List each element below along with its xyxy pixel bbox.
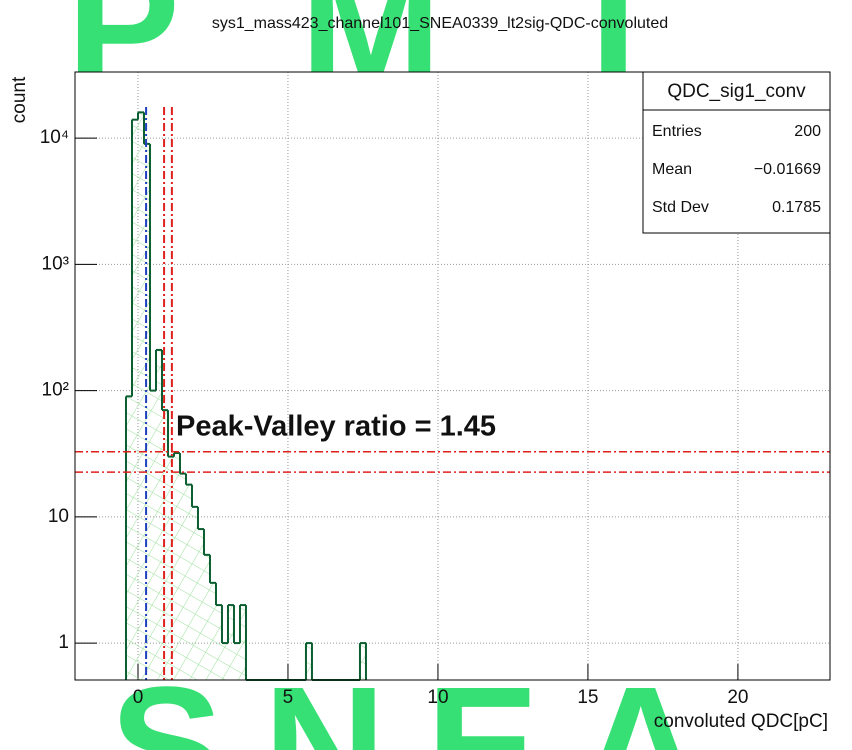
y-axis-label: count (9, 76, 30, 123)
stats-value: 0.1785 (772, 199, 821, 216)
x-tick-label: 0 (133, 687, 144, 708)
bar (137, 112, 144, 680)
bar (167, 456, 174, 680)
bar (149, 390, 156, 680)
stats-frame (642, 71, 831, 234)
y-tick-label: 10² (42, 380, 69, 401)
y-tick-label: 10³ (42, 253, 69, 274)
annotation: Peak-Valley ratio = 1.45 (176, 411, 496, 443)
chart-title: sys1_mass423_channel101_SNEA0339_lt2sig-… (212, 15, 668, 32)
bar (233, 643, 240, 680)
bar (197, 529, 204, 680)
bar (131, 119, 138, 680)
bar (305, 643, 312, 680)
bar (191, 506, 198, 680)
bar (185, 484, 192, 680)
stats-value: 200 (794, 123, 821, 140)
bar (227, 605, 234, 680)
stats-label: Std Dev (652, 199, 709, 216)
y-tick-label: 1 (58, 632, 69, 653)
bar (209, 582, 216, 680)
plot-frame (74, 71, 831, 681)
stats-value: −0.01669 (754, 161, 821, 178)
x-tick-label: 20 (727, 687, 748, 708)
bar (125, 396, 132, 680)
stats-label: Entries (652, 123, 702, 140)
bar (359, 643, 366, 680)
bar (215, 605, 222, 680)
stats-title: QDC_sig1_conv (667, 81, 806, 102)
stats-box: QDC_sig1_conv Entries 200 Mean −0.01669 Std D… (642, 71, 831, 234)
x-tick-label: 15 (577, 687, 598, 708)
bar (179, 473, 186, 680)
y-tick-label: 10 (48, 506, 69, 527)
stats-label: Mean (652, 161, 692, 178)
bar (155, 349, 162, 680)
x-axis-label: convoluted QDC[pC] (654, 711, 828, 732)
bar (203, 554, 210, 680)
bar (221, 643, 228, 680)
x-tick-label: 5 (283, 687, 294, 708)
bar (239, 605, 246, 680)
bar (173, 453, 180, 680)
y-tick-label: 10⁴ (40, 127, 69, 148)
x-tick-label: 10 (427, 687, 448, 708)
